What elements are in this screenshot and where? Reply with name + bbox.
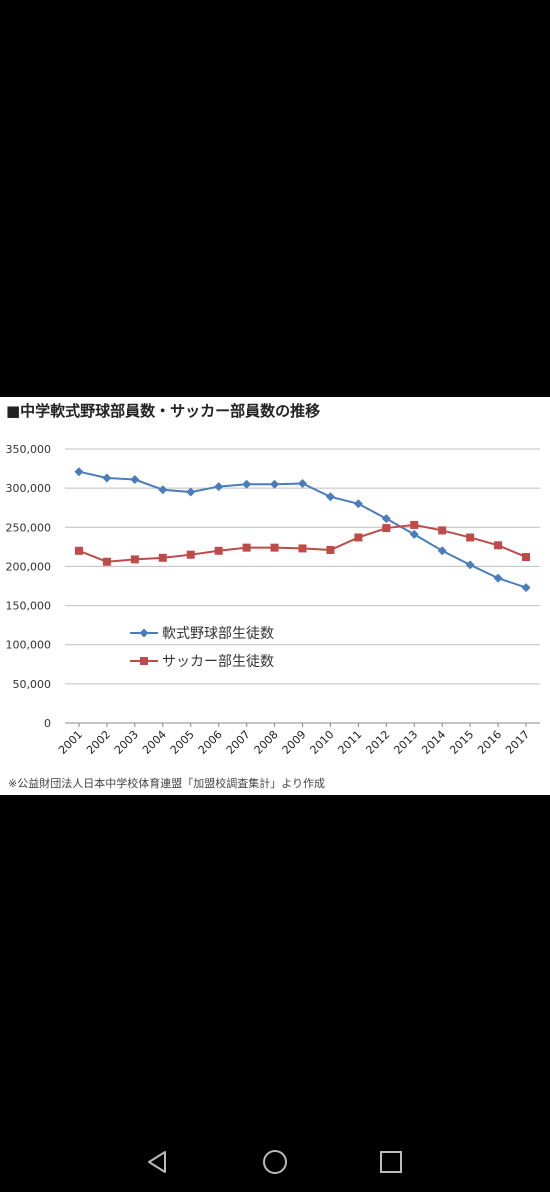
data-point (466, 533, 475, 542)
x-tick-label: 2016 (475, 728, 504, 757)
legend-label: サッカー部生徒数 (162, 654, 274, 670)
x-tick-label: 2014 (419, 728, 448, 757)
x-tick-label: 2009 (280, 728, 309, 757)
data-point (74, 467, 84, 477)
y-tick-label: 350,000 (6, 443, 52, 456)
data-point (186, 550, 195, 559)
data-point (438, 526, 447, 535)
data-point (214, 546, 223, 555)
y-tick-label: 100,000 (6, 639, 52, 652)
footnote: ※公益財団法人日本中学校体育連盟「加盟校調査集計」より作成 (8, 776, 325, 790)
gridlines (65, 448, 540, 724)
legend-swatch-marker (140, 657, 148, 665)
x-tick-label: 2015 (447, 728, 476, 757)
circle-home-icon (263, 1150, 287, 1174)
x-tick-label: 2006 (196, 728, 225, 757)
x-tick-label: 2012 (363, 728, 392, 757)
x-tick-label: 2013 (391, 728, 420, 757)
data-point (465, 560, 475, 570)
x-tick-label: 2002 (84, 728, 113, 757)
chart-panel: ■中学軟式野球部員数・サッカー部員数の推移 0 50,000 100,000 150,… (0, 397, 550, 795)
data-point (326, 545, 335, 554)
square-recents-icon (380, 1151, 402, 1173)
data-point (382, 524, 391, 533)
data-point (130, 555, 139, 564)
data-point (186, 487, 196, 497)
x-tick-label: 2005 (168, 728, 197, 757)
data-point (298, 478, 307, 488)
data-point (354, 533, 363, 542)
x-axis-tick-labels: 2001200220032004200520062007200820092010… (56, 723, 532, 757)
y-tick-label: 50,000 (13, 678, 52, 691)
home-button[interactable] (257, 1144, 293, 1180)
data-point (493, 573, 503, 583)
chart-title: ■中学軟式野球部員数・サッカー部員数の推移 (6, 402, 320, 420)
data-point (270, 543, 279, 552)
x-tick-label: 2007 (224, 728, 253, 757)
navigation-bar (0, 1130, 550, 1192)
y-tick-label: 300,000 (6, 482, 52, 495)
x-tick-label: 2001 (56, 728, 85, 757)
x-tick-label: 2011 (336, 728, 365, 757)
series-layer (74, 467, 531, 593)
legend-label: 軟式野球部生徒数 (162, 626, 274, 642)
data-point (102, 557, 111, 566)
data-point (130, 475, 140, 485)
y-tick-label: 0 (44, 717, 51, 730)
data-point (409, 529, 419, 539)
line-chart: ■中学軟式野球部員数・サッカー部員数の推移 0 50,000 100,000 150,… (6, 402, 540, 790)
data-point (298, 544, 307, 553)
data-point (242, 543, 251, 552)
data-point (158, 553, 167, 562)
data-point (353, 499, 363, 509)
data-point (325, 492, 335, 502)
data-point (522, 553, 531, 562)
x-tick-label: 2003 (112, 728, 141, 757)
y-tick-label: 150,000 (6, 600, 52, 613)
data-point (381, 514, 391, 524)
series-line (78, 523, 527, 563)
data-point (437, 546, 447, 556)
data-point (410, 520, 419, 529)
series-1 (74, 520, 531, 566)
data-point (270, 479, 280, 489)
data-point (521, 583, 531, 593)
series-0 (74, 467, 531, 593)
data-point (242, 479, 252, 489)
y-axis-tick-labels: 0 50,000 100,000 150,000 200,000 250,000 300,0… (6, 443, 52, 730)
recents-button[interactable] (373, 1144, 409, 1180)
series-line (78, 470, 527, 589)
data-point (158, 485, 168, 495)
data-point (102, 473, 112, 483)
legend-swatch-marker (139, 628, 149, 638)
x-tick-label: 2017 (503, 728, 532, 757)
data-point (494, 541, 503, 550)
x-tick-label: 2008 (252, 728, 281, 757)
back-button[interactable] (139, 1144, 175, 1180)
triangle-back-icon (148, 1151, 166, 1173)
x-tick-label: 2004 (140, 728, 169, 757)
x-tick-label: 2010 (308, 728, 337, 757)
y-tick-label: 200,000 (6, 560, 52, 573)
y-tick-label: 250,000 (6, 521, 52, 534)
data-point (74, 546, 83, 555)
data-point (214, 482, 224, 492)
